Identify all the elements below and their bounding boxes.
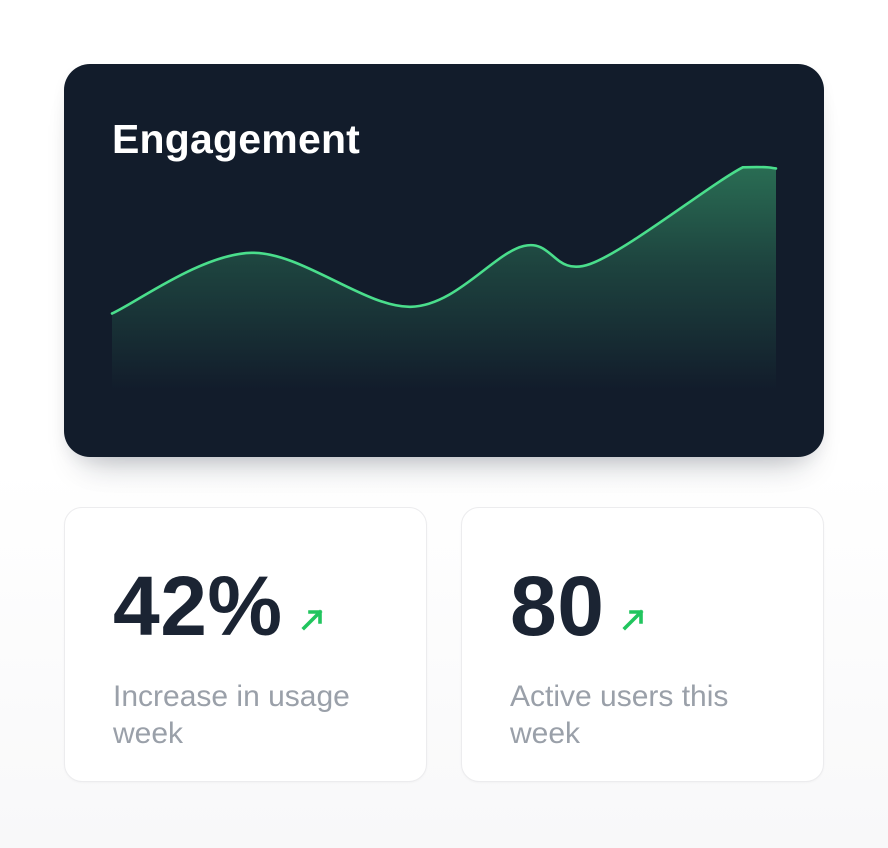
stat-value-row: 42% xyxy=(113,564,386,648)
chart-area-fill xyxy=(112,167,776,390)
stats-row: 42% Increase in usage week 80 Active use… xyxy=(64,507,824,782)
active-users-value: 80 xyxy=(510,559,605,653)
chart-line xyxy=(110,165,778,315)
usage-increase-value: 42% xyxy=(113,559,283,653)
stat-card-usage: 42% Increase in usage week xyxy=(64,507,427,782)
arrow-up-right-icon xyxy=(622,609,644,631)
arrow-up-right-icon xyxy=(301,609,323,631)
stat-card-active-users: 80 Active users this week xyxy=(461,507,824,782)
engagement-chart xyxy=(110,165,778,390)
engagement-card: Engagement xyxy=(64,64,824,457)
engagement-title: Engagement xyxy=(112,116,361,162)
usage-increase-label: Increase in usage week xyxy=(113,680,350,750)
active-users-label: Active users this week xyxy=(510,680,729,750)
stat-value-row: 80 xyxy=(510,564,783,648)
